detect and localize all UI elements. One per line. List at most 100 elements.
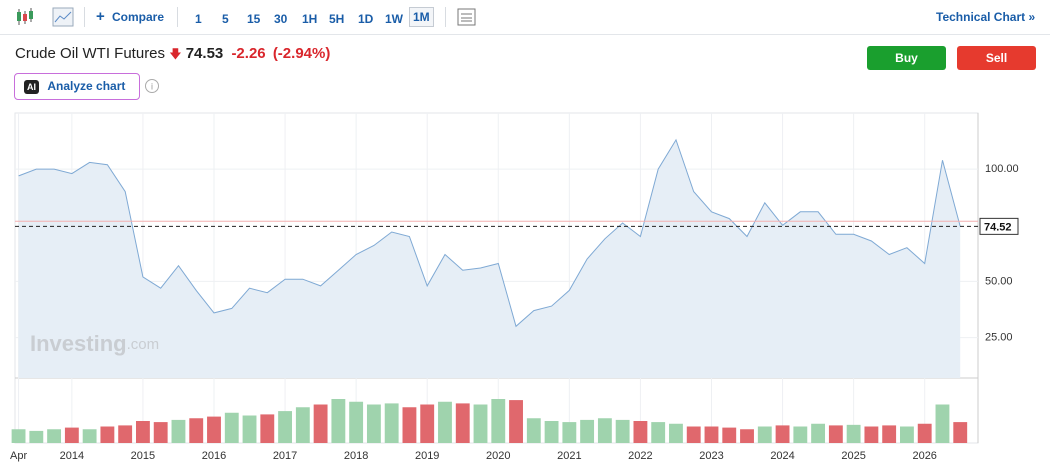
price-area [18,139,961,378]
last-price-label: 74.52 [984,221,1012,233]
volume-bar [349,401,364,443]
x-tick-label: 2024 [770,450,794,462]
interval-button[interactable]: 1H [302,12,318,26]
volume-bar [135,421,150,443]
volume-bar [882,425,897,443]
volume-bar [900,426,914,443]
price-change: -2.26 [231,45,266,62]
x-tick-label: 2016 [202,450,226,462]
area-icon[interactable] [0,0,80,34]
volume-bar [846,424,861,443]
volume-bar [82,429,97,443]
interval-button[interactable]: 5 [222,12,229,26]
volume-bar [526,418,541,443]
technical-chart-link[interactable]: Technical Chart » [936,10,1036,24]
x-tick-label: 2014 [60,450,84,462]
x-tick-label: 2020 [486,450,510,462]
volume-bar [455,403,470,443]
watermark-brand: Investing [30,331,127,356]
interval-button[interactable]: 15 [247,12,261,26]
volume-bar [651,422,666,443]
y-tick-label: 25.00 [985,331,1013,343]
volume-bar [295,407,310,443]
volume-bar [722,427,737,443]
volume-bar [828,425,843,443]
volume-bar [171,419,186,443]
volume-bar [189,418,204,443]
volume-bar [438,401,452,443]
x-tick-label: 2017 [273,450,297,462]
volume-bar [384,403,399,443]
volume-bar [864,426,879,443]
analyze-chart-button[interactable]: AI Analyze chart [14,73,140,100]
separator [84,7,85,27]
volume-bar [633,421,648,443]
interval-button[interactable]: 1W [385,12,403,26]
volume-bar [29,430,44,443]
ai-badge: AI [24,80,39,94]
separator [177,7,178,27]
y-tick-label: 100.00 [985,163,1019,175]
volume-bar [366,404,381,443]
price-line [18,138,961,328]
x-tick-label: Apr [10,450,27,462]
volume-bar [420,404,435,443]
volume-bar [64,427,79,443]
watermark: Investing.com [30,331,159,356]
volume-bar [597,418,612,443]
interval-button[interactable]: 30 [274,12,288,26]
volume-bar [953,422,968,443]
volume-bar [757,426,772,443]
instrument-header: Crude Oil WTI Futures 🡇 74.53 -2.26 (-2.… [15,45,330,66]
toolbar: + Compare 1 5 15 30 1H 5H 1D 1W 1M Technical Cha… [0,0,1050,35]
y-tick-label: 50.00 [985,275,1013,287]
x-tick-label: 2019 [415,450,439,462]
x-tick-label: 2018 [344,450,368,462]
volume-bar [224,412,239,443]
volume-bar [669,423,683,443]
volume-bar [686,426,701,443]
volume-bar [118,425,133,443]
interval-button[interactable]: 1D [358,12,374,26]
plus-icon: + [96,8,105,25]
interval-button[interactable]: 1 [195,12,202,26]
volume-bar [402,407,417,443]
price-change-pct: (-2.94%) [272,45,331,62]
x-tick-label: 2025 [841,450,865,462]
interval-button[interactable]: 1M [409,7,434,27]
separator [445,7,446,27]
volume-bar [562,422,577,443]
table-icon[interactable] [0,0,480,34]
instrument-name: Crude Oil WTI Futures [15,45,166,62]
x-tick-label: 2023 [699,450,723,462]
volume-bar [260,414,275,443]
volume-bar [704,426,719,443]
x-tick-label: 2022 [628,450,652,462]
volume-bar [153,422,168,443]
volume-bar [580,419,595,443]
sell-button[interactable]: Sell [957,46,1036,70]
last-price-box [979,217,1019,235]
last-price: 74.53 [185,45,224,62]
x-tick-label: 2026 [912,450,936,462]
candle-icon[interactable] [0,0,40,34]
volume-bar [473,404,488,443]
down-arrow: 🡇 [169,47,182,61]
volume-bar [917,423,932,443]
volume-bar [207,416,221,443]
volume-bar [615,419,630,443]
compare-button[interactable]: Compare [112,10,165,24]
interval-button[interactable]: 5H [329,12,345,26]
volume-bar [793,426,808,443]
volume-bar [935,404,950,443]
volume-bar [491,399,506,443]
volume-bar [509,400,523,443]
analyze-label: Analyze chart [47,79,126,93]
buy-button[interactable]: Buy [867,46,946,70]
volume-bar [100,426,115,443]
volume-bar [740,429,754,443]
volume-bar [331,399,346,443]
volume-bar [313,404,328,443]
